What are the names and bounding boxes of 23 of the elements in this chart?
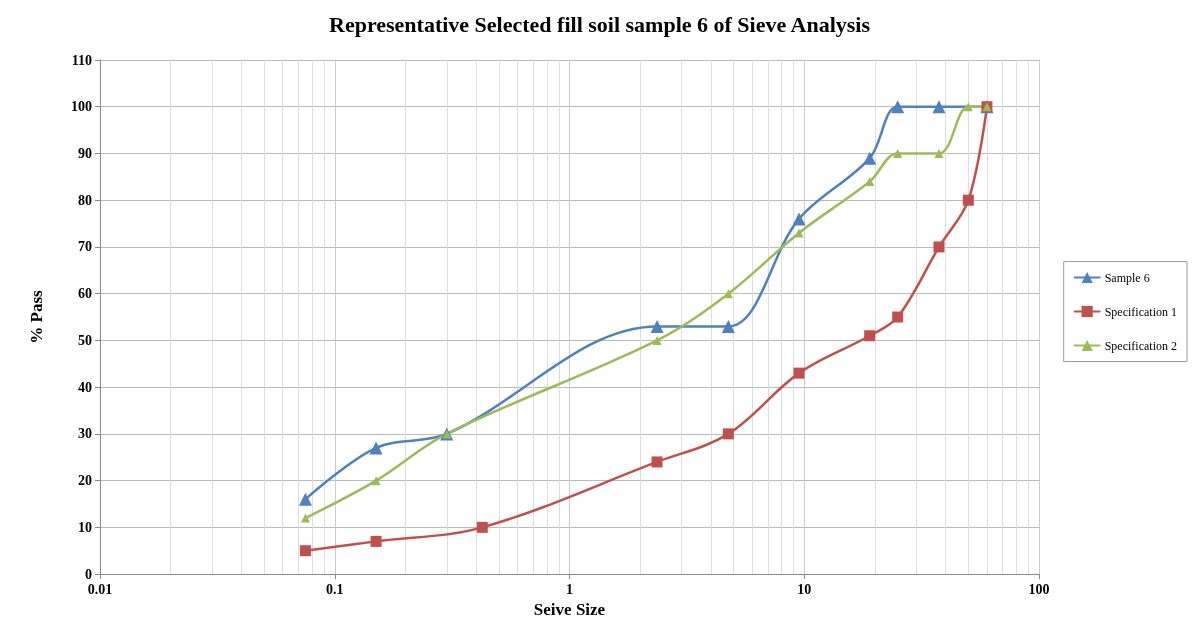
y-tick-label: 60	[78, 286, 92, 302]
legend-label: Specification 2	[1104, 338, 1177, 353]
y-tick-label: 30	[78, 426, 92, 442]
y-tick-label: 70	[78, 239, 92, 255]
y-tick-label: 50	[78, 332, 92, 348]
y-tick-label: 20	[78, 473, 92, 489]
y-tick-label: 0	[85, 566, 92, 582]
x-tick-label: 100	[1028, 581, 1050, 597]
chart-title: Representative Selected fill soil sample 6 of Sieve Analysis	[329, 11, 871, 37]
y-tick-label: 110	[71, 52, 92, 68]
x-axis-title: Seive Size	[533, 600, 606, 619]
y-axis-title: % Pass	[27, 289, 46, 344]
y-tick-label: 90	[78, 145, 92, 161]
legend-label: Sample 6	[1104, 270, 1150, 285]
x-tick-label: 1	[566, 581, 573, 597]
x-tick-label: 0.1	[326, 581, 344, 597]
y-tick-label: 10	[78, 519, 92, 535]
x-tick-label: 0.01	[87, 581, 113, 597]
y-tick-label: 40	[78, 379, 92, 395]
x-tick-label: 10	[797, 581, 812, 597]
y-tick-label: 100	[71, 99, 92, 115]
legend-label: Specification 1	[1104, 304, 1177, 319]
y-tick-label: 80	[78, 192, 92, 208]
